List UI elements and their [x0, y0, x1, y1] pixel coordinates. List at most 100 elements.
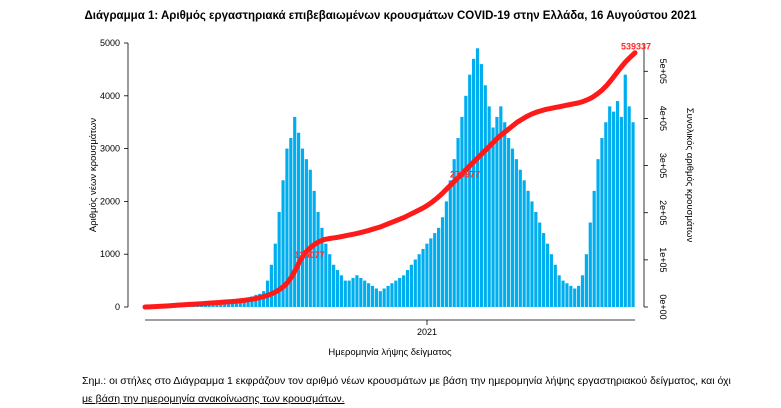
annotation-1: 270977 [450, 170, 480, 180]
bar-33 [273, 243, 277, 307]
bar-42 [308, 169, 312, 307]
bar-78 [448, 180, 452, 307]
bar-62 [386, 285, 390, 307]
bar-79 [452, 159, 456, 307]
y2-axis-label: Συνολικός αριθμός κρουσμάτων [684, 108, 695, 243]
bar-112 [580, 275, 585, 307]
bar-104 [549, 254, 553, 307]
bar-21 [227, 303, 231, 307]
bar-26 [246, 298, 250, 307]
right-axis: 0e+00 1e+05 2e+05 3e+05 4e+05 5e+05 Συνολικός… [643, 43, 695, 320]
bar-101 [538, 222, 542, 307]
footnote-line-2: με βάση την ημερομηνία ανακοίνωσης των κ… [82, 393, 345, 405]
bar-58 [370, 285, 375, 307]
bar-43 [312, 190, 316, 307]
bar-85 [475, 48, 480, 307]
bar-24 [238, 301, 242, 307]
bar-59 [374, 288, 378, 307]
bar-89 [491, 127, 495, 307]
bar-69 [413, 259, 417, 307]
bar-113 [584, 254, 588, 307]
y2-tick-label-0: 0e+00 [658, 294, 668, 319]
bar-17 [211, 304, 215, 307]
bar-54 [355, 275, 359, 307]
footnote: Σημ.: οι στήλες στο Διάγραμμα 1 εκφράζου… [82, 372, 772, 408]
bar-38 [293, 116, 297, 307]
bar-41 [304, 159, 308, 307]
bar-80 [456, 138, 460, 307]
bar-74 [433, 233, 437, 307]
bar-116 [596, 159, 600, 307]
bar-82 [464, 95, 468, 307]
x-tick-label-2021: 2021 [417, 327, 437, 337]
bar-91 [499, 106, 503, 307]
bar-67 [405, 270, 410, 307]
bar-103 [545, 243, 550, 307]
bar-122 [619, 116, 623, 307]
bar-32 [269, 264, 273, 307]
bar-68 [409, 264, 413, 307]
bar-63 [390, 283, 394, 307]
line-annotations: 539337 270977 135077 [294, 42, 651, 260]
bar-71 [421, 248, 425, 307]
bar-51 [343, 280, 347, 307]
bar-84 [472, 58, 476, 308]
bar-111 [577, 285, 581, 307]
bar-92 [503, 122, 507, 307]
bar-124 [627, 106, 631, 307]
bar-110 [573, 288, 577, 307]
bar-76 [440, 217, 445, 307]
bar-125 [631, 122, 635, 307]
bars-series [145, 48, 635, 308]
bar-55 [359, 277, 363, 307]
y-tick-label-1000: 1000 [100, 249, 120, 259]
bar-35 [281, 180, 285, 307]
y2-tick-label-1: 1e+05 [658, 247, 668, 272]
bar-65 [398, 277, 402, 307]
bar-115 [592, 190, 596, 307]
x-axis-label: Ημερομηνία λήψης δείγματος [328, 347, 452, 358]
chart-title: Διάγραμμα 1: Αριθμός εργαστηριακά επιβεβ… [84, 10, 697, 22]
bar-90 [495, 116, 499, 307]
bar-47 [328, 254, 332, 307]
bar-48 [332, 264, 336, 307]
bar-114 [588, 222, 592, 307]
bar-22 [230, 302, 235, 307]
bar-107 [561, 280, 565, 307]
y2-tick-label-3: 3e+05 [658, 153, 668, 178]
bar-49 [335, 270, 340, 307]
chart-svg: 0 1000 2000 3000 4000 5000 Αριθμός νέων κρουσ… [88, 38, 695, 358]
bar-77 [444, 201, 448, 307]
annotation-2: 135077 [294, 250, 324, 260]
bar-25 [242, 299, 246, 307]
bar-37 [289, 138, 293, 307]
bar-98 [526, 190, 530, 307]
bar-36 [285, 148, 289, 307]
bar-108 [565, 283, 569, 307]
bar-39 [297, 132, 301, 307]
bar-20 [223, 303, 227, 307]
left-axis-ticks: 0 1000 2000 3000 4000 5000 [100, 38, 128, 312]
bar-121 [615, 101, 620, 307]
bar-70 [417, 254, 421, 307]
bar-61 [382, 288, 386, 307]
x-axis: 2021 Ημερομηνία λήψης δείγματος [145, 319, 635, 358]
bar-16 [207, 304, 211, 307]
bar-96 [518, 169, 522, 307]
bar-45 [320, 227, 324, 307]
bar-46 [324, 243, 328, 307]
right-axis-ticks: 0e+00 1e+05 2e+05 3e+05 4e+05 5e+05 [644, 59, 668, 320]
bar-60 [378, 291, 382, 307]
bar-93 [507, 138, 511, 307]
bar-66 [402, 275, 406, 307]
bar-83 [468, 74, 472, 308]
bar-52 [347, 280, 351, 307]
bar-97 [522, 180, 526, 307]
bar-88 [487, 106, 491, 307]
bar-118 [604, 122, 608, 307]
bar-73 [429, 238, 433, 307]
footnote-line-1: Σημ.: οι στήλες στο Διάγραμμα 1 εκφράζου… [82, 375, 731, 387]
bar-100 [534, 211, 538, 307]
bar-53 [351, 277, 355, 307]
bar-94 [510, 148, 515, 307]
